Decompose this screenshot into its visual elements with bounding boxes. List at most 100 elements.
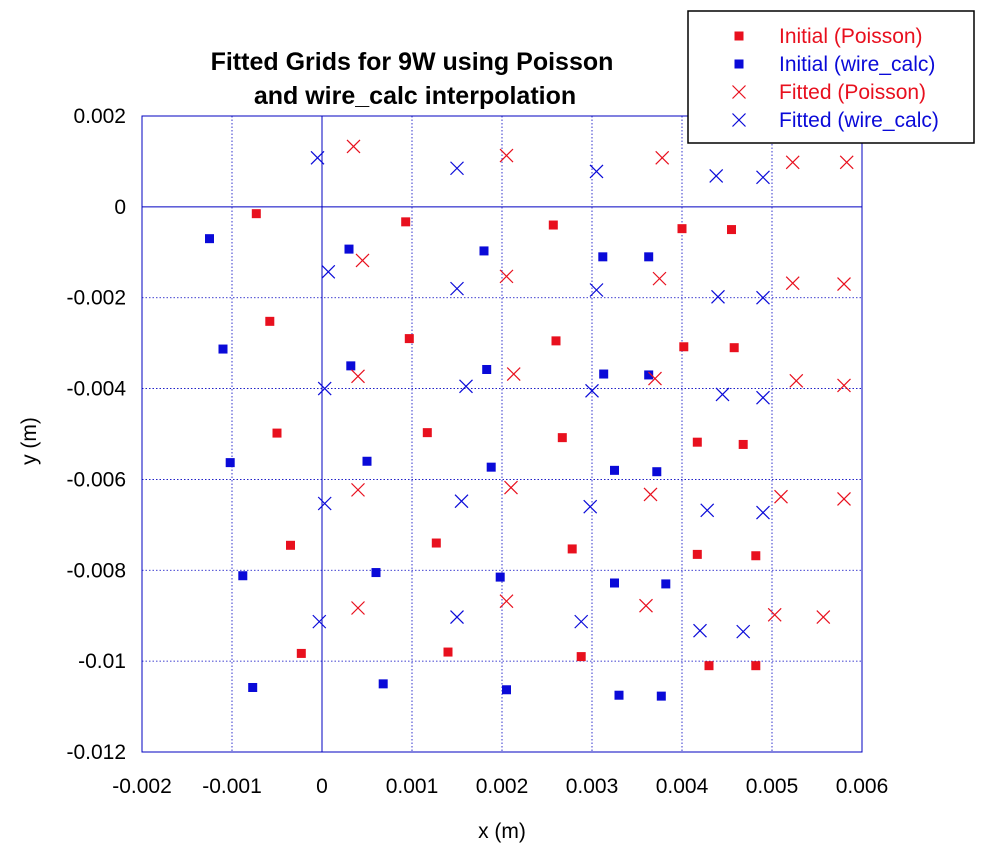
square-marker [677, 224, 687, 234]
square-marker [751, 661, 761, 671]
y-tick-label: -0.01 [78, 650, 126, 673]
x-marker [648, 371, 662, 386]
square-marker [644, 370, 654, 380]
x-marker [837, 277, 851, 292]
y-tick-label: -0.012 [66, 741, 126, 764]
x-marker [639, 598, 653, 613]
square-marker [679, 342, 689, 352]
x-marker [450, 281, 464, 296]
square-marker [265, 316, 275, 326]
x-tick-label: 0.001 [386, 775, 439, 798]
legend-marker [734, 31, 744, 41]
square-marker [644, 252, 654, 262]
chart-title-line-2: and wire_calc interpolation [254, 82, 576, 110]
x-marker [837, 492, 851, 506]
data-points [205, 139, 854, 701]
square-marker [548, 220, 558, 230]
square-marker [502, 685, 511, 695]
square-marker [599, 369, 609, 379]
square-marker [704, 661, 714, 671]
x-marker [816, 610, 831, 625]
axis-ticks: -0.002 -0.001 0 0.001 0.002 0.003 0.004 0.005 0.… [66, 105, 888, 798]
square-marker [729, 343, 739, 353]
square-marker [482, 364, 492, 374]
x-marker [837, 378, 851, 393]
legend-label: Fitted (wire_calc) [779, 109, 939, 132]
series-3 [310, 150, 770, 639]
x-marker [709, 169, 724, 183]
square-marker [610, 578, 619, 588]
square-marker [652, 467, 662, 477]
y-tick-label: -0.008 [66, 559, 126, 582]
x-marker [499, 594, 514, 609]
x-marker [756, 390, 770, 405]
square-marker [598, 252, 608, 262]
legend-marker [734, 59, 744, 69]
x-marker [693, 623, 707, 638]
x-marker [351, 601, 365, 615]
x-marker [355, 253, 370, 268]
y-tick-label: -0.006 [66, 468, 126, 491]
y-tick-label: 0.002 [73, 105, 126, 128]
x-marker [643, 487, 658, 502]
x-marker [574, 614, 589, 629]
x-marker [756, 505, 770, 520]
x-marker [785, 155, 800, 170]
x-tick-label: 0.002 [476, 775, 529, 798]
x-marker [310, 150, 325, 165]
x-axis-label: x (m) [478, 820, 526, 843]
y-tick-label: -0.004 [66, 378, 126, 401]
square-marker [248, 682, 258, 692]
legend: Initial (Poisson) Initial (wire_calc) Fitt… [687, 10, 975, 144]
square-marker [614, 690, 624, 700]
square-marker [371, 568, 381, 578]
x-marker [589, 283, 604, 297]
square-marker [431, 538, 441, 548]
square-marker [557, 433, 567, 443]
square-marker [576, 652, 586, 662]
legend-marker [732, 85, 746, 99]
legend-label: Initial (Poisson) [779, 25, 923, 48]
square-marker [495, 572, 505, 582]
square-marker [486, 462, 496, 472]
series-0 [251, 209, 761, 671]
grid [141, 115, 863, 753]
x-tick-label: 0 [316, 775, 328, 798]
x-marker [312, 614, 327, 629]
square-marker [692, 437, 702, 447]
legend-marker [732, 113, 746, 127]
square-marker [738, 439, 748, 449]
x-marker [700, 503, 715, 518]
x-marker [351, 482, 365, 497]
x-marker [785, 276, 800, 291]
chart-title-line-1: Fitted Grids for 9W using Poisson [211, 48, 614, 76]
x-marker [504, 480, 518, 495]
x-marker [317, 381, 332, 396]
square-marker [443, 647, 453, 657]
x-tick-label: 0.004 [656, 775, 709, 798]
x-marker [655, 150, 670, 165]
square-marker [296, 648, 306, 658]
square-marker [286, 540, 295, 550]
square-marker [272, 428, 282, 438]
square-marker [610, 465, 619, 475]
square-marker [551, 336, 561, 346]
x-tick-label: -0.001 [202, 775, 262, 798]
square-marker [479, 246, 489, 256]
y-tick-label: 0 [114, 196, 126, 219]
x-marker [774, 489, 788, 504]
plot-frame [141, 115, 863, 753]
legend-label: Fitted (Poisson) [779, 81, 926, 104]
series-1 [205, 234, 671, 701]
x-marker [351, 369, 365, 384]
x-marker [321, 264, 336, 279]
square-marker [404, 334, 414, 344]
x-marker [589, 164, 604, 179]
x-tick-label: 0.003 [566, 775, 619, 798]
square-marker [205, 234, 214, 244]
square-marker [692, 549, 702, 559]
x-marker [839, 155, 854, 170]
x-tick-label: 0.006 [836, 775, 889, 798]
x-marker [585, 383, 599, 398]
